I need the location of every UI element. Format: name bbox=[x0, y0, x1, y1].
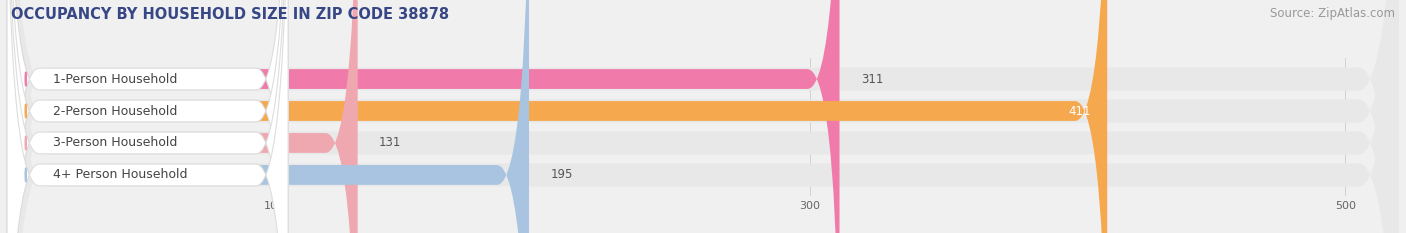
Text: 131: 131 bbox=[380, 137, 402, 150]
Text: OCCUPANCY BY HOUSEHOLD SIZE IN ZIP CODE 38878: OCCUPANCY BY HOUSEHOLD SIZE IN ZIP CODE … bbox=[11, 7, 450, 22]
FancyBboxPatch shape bbox=[7, 0, 1107, 233]
Text: 311: 311 bbox=[860, 72, 883, 86]
FancyBboxPatch shape bbox=[7, 0, 1399, 233]
FancyBboxPatch shape bbox=[7, 0, 288, 233]
FancyBboxPatch shape bbox=[7, 0, 1399, 233]
FancyBboxPatch shape bbox=[7, 0, 839, 233]
Text: 4+ Person Household: 4+ Person Household bbox=[52, 168, 187, 182]
Text: 411: 411 bbox=[1069, 104, 1091, 117]
FancyBboxPatch shape bbox=[7, 0, 1399, 233]
Text: Source: ZipAtlas.com: Source: ZipAtlas.com bbox=[1270, 7, 1395, 20]
FancyBboxPatch shape bbox=[7, 0, 357, 233]
FancyBboxPatch shape bbox=[7, 0, 1399, 233]
FancyBboxPatch shape bbox=[7, 0, 529, 233]
Text: 1-Person Household: 1-Person Household bbox=[52, 72, 177, 86]
Text: 3-Person Household: 3-Person Household bbox=[52, 137, 177, 150]
Text: 2-Person Household: 2-Person Household bbox=[52, 104, 177, 117]
FancyBboxPatch shape bbox=[7, 0, 288, 233]
FancyBboxPatch shape bbox=[7, 0, 288, 233]
Text: 195: 195 bbox=[550, 168, 572, 182]
FancyBboxPatch shape bbox=[7, 0, 288, 233]
